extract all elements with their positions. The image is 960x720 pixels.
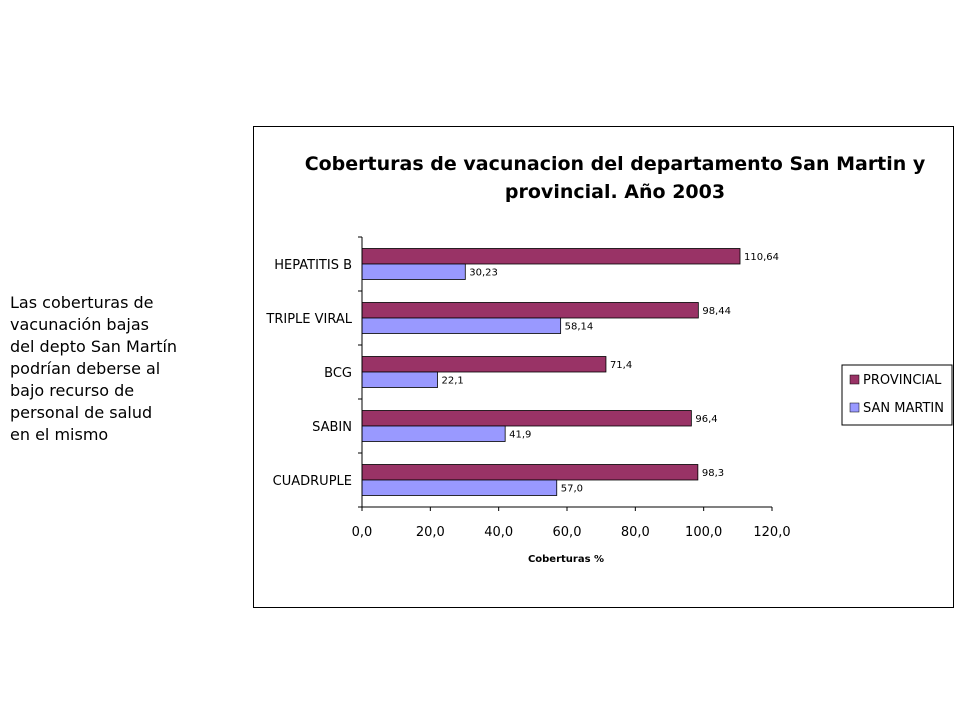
- data-label: 57,0: [561, 483, 583, 494]
- category-label: BCG: [324, 366, 352, 381]
- chart-frame: Coberturas de vacunacion del departament…: [253, 126, 954, 608]
- chart-title-line-2: provincial. Año 2003: [505, 181, 725, 203]
- legend-label-san-martin: SAN MARTIN: [863, 401, 944, 416]
- bar-provincial-0: [361, 248, 741, 265]
- note-line: podrían deberse al: [10, 359, 161, 378]
- category-label: HEPATITIS B: [274, 258, 352, 273]
- bar-provincial-2: [361, 356, 607, 373]
- data-label: 110,64: [744, 252, 779, 263]
- legend-swatch-provincial: [849, 374, 860, 385]
- category-label: TRIPLE VIRAL: [265, 312, 352, 327]
- category-label: SABIN: [312, 420, 352, 435]
- bar-san-martin-2: [361, 371, 438, 388]
- data-label: 41,9: [509, 429, 531, 440]
- x-tick-label: 60,0: [553, 525, 582, 540]
- x-axis-label: Coberturas %: [528, 554, 604, 565]
- note-line: bajo recurso de: [10, 381, 135, 400]
- data-label: 96,4: [695, 414, 717, 425]
- plot-area: 110,64 30,23 HEPATITIS B 98,44 58,14 TRIPLE V…: [265, 236, 791, 540]
- note-line: vacunación bajas: [10, 315, 149, 334]
- chart-title-line-1: Coberturas de vacunacion del departament…: [305, 153, 926, 175]
- category-label: CUADRUPLE: [273, 474, 352, 489]
- x-tick-label: 120,0: [753, 525, 790, 540]
- note-line: en el mismo: [10, 425, 109, 444]
- chart: Coberturas de vacunacion del departament…: [265, 153, 953, 565]
- x-tick-label: 40,0: [484, 525, 513, 540]
- x-tick-label: 80,0: [621, 525, 650, 540]
- bar-san-martin-4: [361, 479, 558, 496]
- bar-san-martin-1: [361, 317, 562, 334]
- bar-san-martin-3: [361, 425, 506, 442]
- x-tick-label: 20,0: [416, 525, 445, 540]
- data-label: 98,3: [702, 468, 724, 479]
- x-tick-label: 0,0: [352, 525, 373, 540]
- data-label: 22,1: [442, 375, 464, 386]
- bar-provincial-3: [361, 410, 692, 427]
- bar-provincial-1: [361, 302, 699, 319]
- data-label: 98,44: [702, 306, 731, 317]
- data-label: 58,14: [565, 321, 594, 332]
- bar-san-martin-0: [361, 263, 466, 280]
- data-label: 71,4: [610, 360, 632, 371]
- note-line: del depto San Martín: [10, 337, 178, 356]
- bar-provincial-4: [361, 464, 699, 481]
- legend-box: [841, 364, 953, 426]
- legend-label-provincial: PROVINCIAL: [863, 373, 942, 388]
- x-tick-label: 100,0: [685, 525, 722, 540]
- note-line: personal de salud: [10, 403, 153, 422]
- note-line: Las coberturas de: [10, 293, 154, 312]
- side-note: Las coberturas de vacunación bajas del d…: [10, 292, 240, 446]
- legend-swatch-san-martin: [849, 402, 860, 413]
- data-label: 30,23: [469, 267, 498, 278]
- legend: PROVINCIAL SAN MARTIN: [841, 364, 953, 426]
